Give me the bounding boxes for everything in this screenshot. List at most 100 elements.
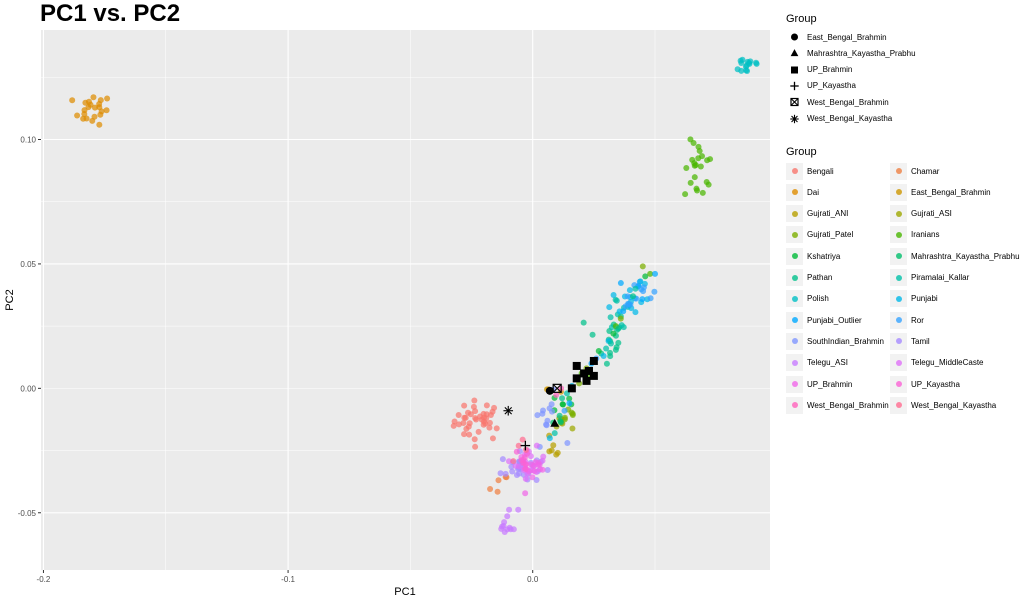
legend-label: Bengali xyxy=(807,166,834,176)
point-telegu-middlecaste xyxy=(522,475,529,482)
color-legend-entry: UP_Brahmin xyxy=(786,375,852,393)
point-chamar xyxy=(487,486,494,493)
point-polish xyxy=(734,66,741,73)
point-kshatriya xyxy=(559,401,566,408)
legend-color-key xyxy=(786,332,803,350)
point-bengali xyxy=(487,411,494,418)
legend-dot-icon xyxy=(791,338,798,345)
point-dai xyxy=(91,104,98,111)
legend-color-key xyxy=(890,269,907,286)
shape-legend-title: Group xyxy=(786,13,817,25)
x-tick-label: -0.2 xyxy=(37,575,51,584)
legend-dot-icon xyxy=(791,253,798,260)
color-legend-entry: Gujrati_ASI xyxy=(890,205,952,223)
marker-up-brahmin xyxy=(582,376,591,385)
point-telegu-asi xyxy=(498,525,505,532)
point-iranians xyxy=(699,189,706,196)
point-dai xyxy=(90,94,97,101)
point-up-brahmin xyxy=(527,461,534,468)
point-iranians xyxy=(691,174,698,181)
y-tick-label: 0.00 xyxy=(20,384,36,393)
legend-dot-icon xyxy=(791,381,798,387)
legend-marker xyxy=(790,49,799,57)
point-bengali xyxy=(465,409,472,416)
point-streak xyxy=(630,293,637,300)
color-legend-entry: Telegu_ASI xyxy=(786,354,848,372)
point-streak xyxy=(642,273,649,280)
point-iranians xyxy=(696,147,703,154)
point-streak xyxy=(600,352,607,359)
y-tick-label: 0.05 xyxy=(20,260,36,269)
point-west-bengal-brahmin xyxy=(553,391,560,398)
legend-label: Mahrashtra_Kayastha_Prabhu xyxy=(911,251,1020,261)
legend-label: UP_Brahmin xyxy=(807,65,853,75)
point-bengali xyxy=(483,402,490,409)
chart-title: PC1 vs. PC2 xyxy=(40,0,181,27)
point-southindian-brahmin xyxy=(544,417,551,424)
point-punjabi xyxy=(632,309,639,316)
legend-label: Ror xyxy=(911,315,924,325)
legend-color-key xyxy=(786,183,803,201)
legend-label: Gujrati_ANI xyxy=(807,209,849,219)
legend-color-key xyxy=(786,354,803,372)
point-tamil xyxy=(544,467,551,474)
point-tamil xyxy=(497,470,504,477)
point-bengali xyxy=(471,397,478,404)
point-southindian-brahmin xyxy=(564,439,571,446)
point-streak xyxy=(632,285,639,292)
legend-dot-icon xyxy=(895,189,902,196)
legend-color-key xyxy=(890,205,907,223)
legend-color-key xyxy=(786,290,803,308)
point-up-brahmin xyxy=(522,490,529,497)
point-iranians xyxy=(682,191,689,198)
axis-ticks: -0.2 -0.1 0.0 -0.05 0.00 0.05 0.10 xyxy=(18,135,539,584)
point-iranians xyxy=(704,157,711,164)
color-legend-entry: Gujrati_ANI xyxy=(786,205,849,223)
box xyxy=(790,98,799,107)
point-southindian-brahmin xyxy=(546,405,553,412)
point-up-brahmin xyxy=(539,466,546,473)
point-telegu-middlecaste xyxy=(540,453,547,460)
point-pathan xyxy=(580,319,587,326)
point-dai xyxy=(82,99,89,106)
color-legend-entry: Punjabi_Outlier xyxy=(786,311,862,329)
point-chamar xyxy=(494,488,501,495)
legend-color-key xyxy=(786,375,803,393)
point-tamil xyxy=(516,470,523,477)
point-streak xyxy=(622,303,629,310)
x-tick-label: 0.0 xyxy=(527,575,539,584)
legend-label: Iranians xyxy=(911,230,940,240)
legend-marker xyxy=(790,81,799,91)
legend-color-key xyxy=(890,162,907,180)
point-dai xyxy=(98,108,105,115)
point-dai xyxy=(74,112,81,119)
point-punjabi-outlier xyxy=(639,296,646,303)
legend-label: Punjabi xyxy=(911,294,938,304)
point-up-brahmin xyxy=(536,461,543,468)
legend-dot-icon xyxy=(791,295,798,302)
point-dai xyxy=(80,115,87,122)
point-bengali xyxy=(472,415,479,422)
shape-legend-entry: UP_Brahmin xyxy=(786,62,852,78)
point-streak xyxy=(603,345,610,352)
x-axis-label: PC1 xyxy=(394,586,415,598)
point-iranians xyxy=(691,162,698,169)
point-southindian-brahmin xyxy=(534,412,541,419)
color-legend-entry: Gujrati_Patel xyxy=(786,226,853,244)
plus-icon xyxy=(790,81,799,91)
point-piramalai-kallar xyxy=(613,297,620,304)
point-streak xyxy=(559,395,566,402)
triangle-icon xyxy=(790,49,799,57)
x2 xyxy=(790,98,799,107)
legend-label: Mahrashtra_Kayastha_Prabhu xyxy=(807,48,916,58)
point-pathan xyxy=(613,344,620,351)
x2 xyxy=(552,383,562,393)
point-tamil xyxy=(499,456,506,463)
point-up-brahmin xyxy=(529,474,536,481)
point-mahrashtra-kayastha-prabhu xyxy=(557,417,564,424)
data-points xyxy=(69,56,760,536)
point-tamil xyxy=(502,470,509,477)
point-pathan xyxy=(607,349,614,356)
point-streak xyxy=(561,407,568,414)
point-punjabi xyxy=(610,292,617,299)
